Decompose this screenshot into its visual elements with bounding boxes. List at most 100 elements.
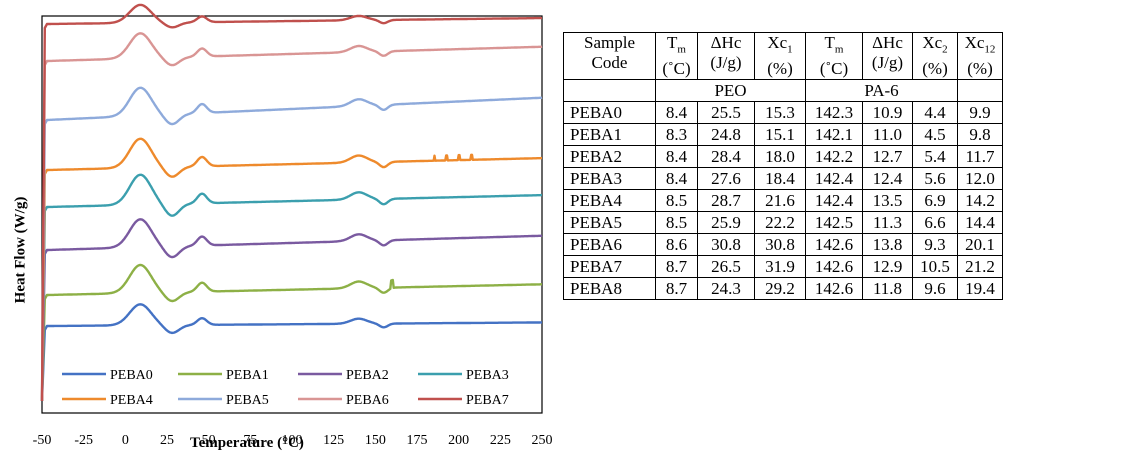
y-axis-title: Heat Flow (W/g) (6, 150, 36, 350)
x-tick-label: 0 (122, 433, 129, 448)
x-tick-label: 125 (323, 433, 344, 448)
table-cell-value: 14.2 (957, 189, 1003, 213)
table-cell-value: 9.6 (912, 277, 958, 301)
table-cell-sample: PEBA0 (563, 101, 656, 125)
table-row: PEBA2 8.4 28.4 18.0 142.2 12.7 5.4 11.7 (563, 145, 1003, 169)
table-cell-value: 12.0 (957, 167, 1003, 191)
table-cell-value: 9.9 (957, 101, 1003, 125)
x-tick-label: 225 (490, 433, 511, 448)
legend-label: PEBA5 (226, 393, 269, 408)
x-tick-label: 150 (365, 433, 386, 448)
table-cell-value: 11.3 (862, 211, 913, 235)
table-cell-value: 12.4 (862, 167, 913, 191)
table-row: PEBA0 8.4 25.5 15.3 142.3 10.9 4.4 9.9 (563, 101, 1003, 125)
legend-label: PEBA7 (466, 393, 509, 408)
table-cell-value: 28.7 (697, 189, 755, 213)
legend-label: PEBA0 (110, 368, 153, 383)
table-cell-value: 10.9 (862, 101, 913, 125)
table-cell-value: 25.5 (697, 101, 755, 125)
table-cell-value: 142.4 (805, 167, 863, 191)
table-cell-value: 19.4 (957, 277, 1003, 301)
group-cell-empty (563, 79, 656, 103)
table-cell-value: 8.7 (655, 277, 698, 301)
table-cell-value: 10.5 (912, 255, 958, 279)
group-label-pa6: PA-6 (805, 79, 958, 103)
table-cell-value: 11.7 (957, 145, 1003, 169)
table-cell-value: 4.5 (912, 123, 958, 147)
legend-label: PEBA1 (226, 368, 269, 383)
group-label-peo: PEO (655, 79, 806, 103)
x-tick-label: -25 (74, 433, 93, 448)
table-cell-value: 22.2 (754, 211, 806, 235)
table-cell-value: 5.6 (912, 167, 958, 191)
table-row: PEBA3 8.4 27.6 18.4 142.4 12.4 5.6 12.0 (563, 167, 1003, 191)
header-xc2: Xc2 (%) (912, 31, 958, 81)
table-cell-value: 8.7 (655, 255, 698, 279)
table-cell-value: 13.8 (862, 233, 913, 257)
series-line-peba3 (40, 173, 543, 402)
table-cell-value: 11.0 (862, 123, 913, 147)
series-line-peba4 (40, 137, 543, 402)
table-cell-value: 28.4 (697, 145, 755, 169)
table-cell-value: 15.1 (754, 123, 806, 147)
table-cell-value: 142.2 (805, 145, 863, 169)
table-cell-value: 21.2 (957, 255, 1003, 279)
table-row: PEBA6 8.6 30.8 30.8 142.6 13.8 9.3 20.1 (563, 233, 1003, 257)
table-cell-value: 24.8 (697, 123, 755, 147)
table-cell-value: 12.7 (862, 145, 913, 169)
dsc-chart: -50 -25 0 25 50 75 100 125 150 175 200 225 250 PEBA0 P… (0, 0, 560, 455)
x-tick-label: 50 (202, 433, 216, 448)
table-cell-value: 9.3 (912, 233, 958, 257)
table-cell-value: 27.6 (697, 167, 755, 191)
table-cell-value: 24.3 (697, 277, 755, 301)
table-cell-value: 31.9 (754, 255, 806, 279)
table-row: PEBA8 8.7 24.3 29.2 142.6 11.8 9.6 19.4 (563, 277, 1003, 301)
table-cell-sample: PEBA3 (563, 167, 656, 191)
table-cell-value: 142.6 (805, 233, 863, 257)
table-cell-value: 8.3 (655, 123, 698, 147)
table-cell-value: 25.9 (697, 211, 755, 235)
x-tick-label: 75 (243, 433, 257, 448)
table-cell-value: 8.5 (655, 211, 698, 235)
legend-label: PEBA2 (346, 368, 389, 383)
table-cell-value: 6.6 (912, 211, 958, 235)
y-axis-title-text: Heat Flow (W/g) (12, 196, 29, 304)
table-cell-value: 8.4 (655, 145, 698, 169)
table-cell-sample: PEBA8 (563, 277, 656, 301)
table-header-row: Sample Code Tm (˚C) ΔHc (J/g) Xc1 (%) Tm (˚C)… (563, 31, 1003, 81)
table-cell-value: 8.4 (655, 101, 698, 125)
table-cell-value: 30.8 (697, 233, 755, 257)
x-axis-title: Temperature (°C) (190, 435, 304, 451)
series-line-peba1 (40, 263, 543, 402)
table-cell-value: 8.5 (655, 189, 698, 213)
header-dhc-pa6: ΔHc (J/g) (862, 31, 913, 81)
header-tm-pa6: Tm (˚C) (805, 31, 863, 81)
header-dhc-peo: ΔHc (J/g) (697, 31, 755, 81)
series-line-peba5 (40, 86, 543, 402)
crystallinity-table: Sample Code Tm (˚C) ΔHc (J/g) Xc1 (%) Tm (˚C)… (563, 31, 1003, 301)
table-cell-sample: PEBA1 (563, 123, 656, 147)
table-cell-value: 4.4 (912, 101, 958, 125)
group-cell-empty (957, 79, 1003, 103)
plot-frame (41, 15, 543, 414)
table-cell-value: 142.1 (805, 123, 863, 147)
table-cell-sample: PEBA2 (563, 145, 656, 169)
table-cell-value: 20.1 (957, 233, 1003, 257)
series-line-peba0 (40, 303, 543, 402)
dsc-chart-svg: -50 -25 0 25 50 75 100 125 150 175 200 225 250 PEBA0 P… (33, 3, 553, 448)
x-tick-label: 100 (282, 433, 303, 448)
table-cell-value: 8.4 (655, 167, 698, 191)
table-cell-value: 142.3 (805, 101, 863, 125)
table-cell-value: 14.4 (957, 211, 1003, 235)
table-cell-sample: PEBA5 (563, 211, 656, 235)
table-row: PEBA4 8.5 28.7 21.6 142.4 13.5 6.9 14.2 (563, 189, 1003, 213)
table-cell-value: 6.9 (912, 189, 958, 213)
table-cell-value: 142.6 (805, 277, 863, 301)
series-line-peba6 (40, 32, 543, 402)
x-tick-label: 250 (532, 433, 553, 448)
table-row: PEBA5 8.5 25.9 22.2 142.5 11.3 6.6 14.4 (563, 211, 1003, 235)
header-sample-code: Sample Code (563, 31, 656, 81)
table-row: PEBA1 8.3 24.8 15.1 142.1 11.0 4.5 9.8 (563, 123, 1003, 147)
table-cell-value: 18.4 (754, 167, 806, 191)
series-line-peba2 (40, 218, 543, 402)
